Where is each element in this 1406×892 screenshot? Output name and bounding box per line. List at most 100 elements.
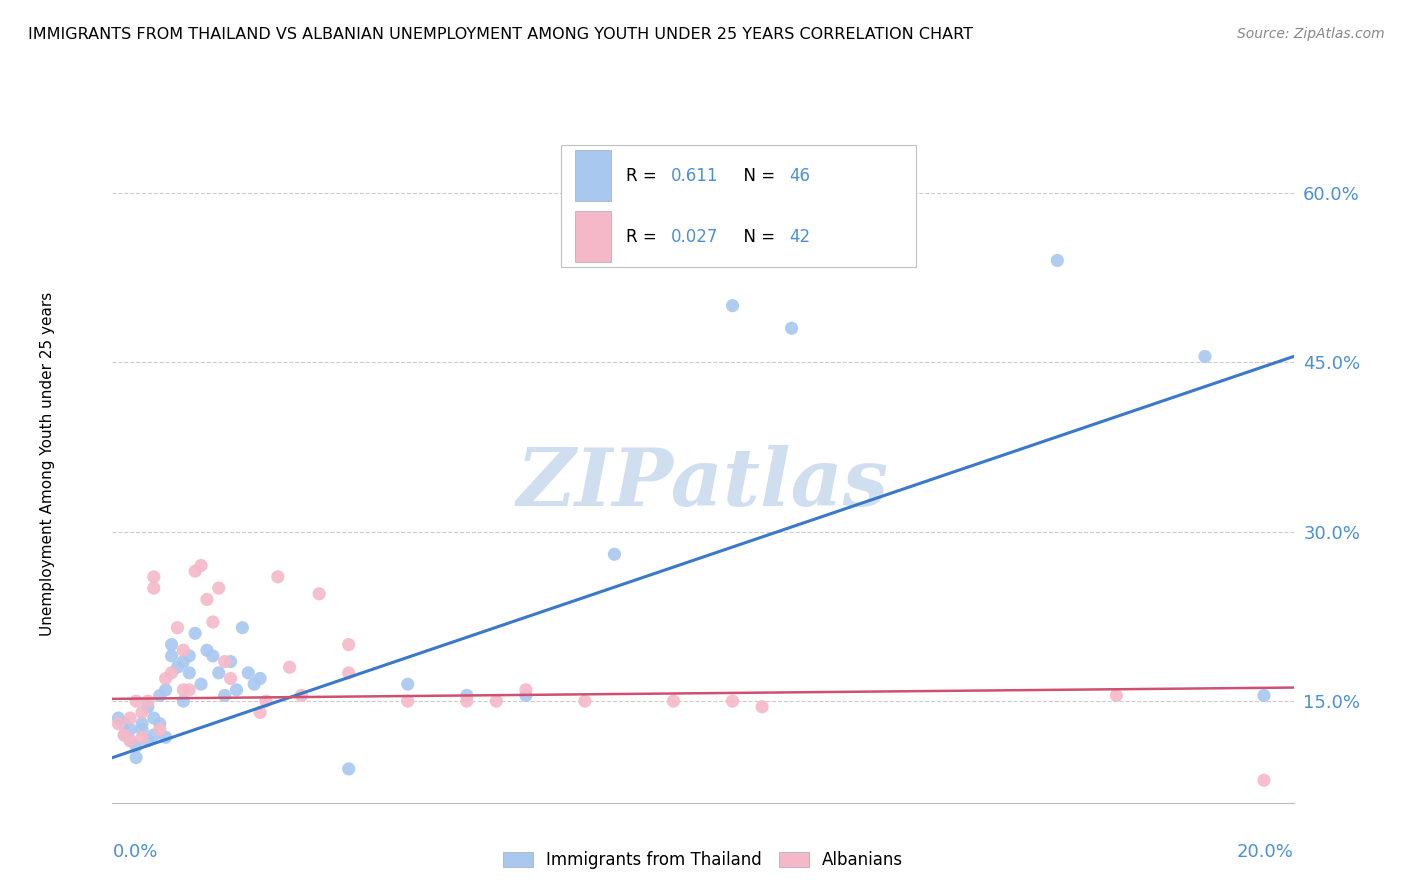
Text: R =: R =	[626, 167, 662, 185]
Point	[149, 689, 172, 703]
Point	[337, 762, 360, 776]
Point	[208, 581, 231, 595]
Point	[214, 655, 236, 669]
Point	[155, 672, 177, 686]
Point	[249, 672, 271, 686]
Point	[254, 694, 277, 708]
Point	[1253, 689, 1275, 703]
Point	[125, 750, 148, 764]
Point	[201, 648, 224, 663]
Point	[112, 716, 135, 731]
Point	[142, 711, 165, 725]
Point	[574, 694, 596, 708]
Point	[112, 728, 135, 742]
Point	[131, 706, 153, 720]
Point	[225, 682, 247, 697]
Point	[278, 660, 301, 674]
Point	[155, 682, 177, 697]
Text: 42: 42	[789, 227, 810, 245]
Point	[179, 682, 201, 697]
Point	[267, 570, 290, 584]
Point	[219, 672, 242, 686]
Point	[1105, 689, 1128, 703]
Point	[662, 694, 685, 708]
Point	[201, 615, 224, 629]
Point	[195, 643, 218, 657]
Text: 20.0%: 20.0%	[1237, 844, 1294, 862]
Point	[142, 728, 165, 742]
Point	[190, 677, 212, 691]
Point	[219, 655, 242, 669]
Point	[184, 564, 207, 578]
Point	[125, 694, 148, 708]
Point	[155, 731, 177, 745]
Point	[337, 665, 360, 680]
FancyBboxPatch shape	[561, 145, 915, 268]
Point	[456, 689, 478, 703]
FancyBboxPatch shape	[575, 211, 610, 262]
Point	[120, 733, 142, 747]
Point	[149, 723, 172, 737]
Point	[456, 694, 478, 708]
Point	[396, 694, 419, 708]
Point	[290, 689, 312, 703]
Legend: Immigrants from Thailand, Albanians: Immigrants from Thailand, Albanians	[496, 845, 910, 876]
Point	[1046, 253, 1069, 268]
Point	[172, 682, 194, 697]
Text: IMMIGRANTS FROM THAILAND VS ALBANIAN UNEMPLOYMENT AMONG YOUTH UNDER 25 YEARS COR: IMMIGRANTS FROM THAILAND VS ALBANIAN UNE…	[28, 27, 973, 42]
Point	[515, 682, 537, 697]
Point	[142, 570, 165, 584]
Point	[337, 638, 360, 652]
Point	[238, 665, 260, 680]
Point	[751, 699, 773, 714]
Point	[131, 731, 153, 745]
Point	[136, 699, 159, 714]
Point	[1253, 773, 1275, 788]
Point	[721, 694, 744, 708]
Point	[149, 716, 172, 731]
Point	[136, 733, 159, 747]
Point	[107, 711, 129, 725]
Point	[172, 643, 194, 657]
Text: ZIPatlas: ZIPatlas	[517, 445, 889, 523]
Text: R =: R =	[626, 227, 662, 245]
Point	[112, 728, 135, 742]
Point	[131, 723, 153, 737]
Point	[107, 716, 129, 731]
FancyBboxPatch shape	[575, 150, 610, 202]
Point	[721, 299, 744, 313]
Point	[172, 655, 194, 669]
Point	[184, 626, 207, 640]
Point	[136, 694, 159, 708]
Point	[190, 558, 212, 573]
Point	[125, 739, 148, 754]
Point	[166, 621, 188, 635]
Point	[231, 621, 253, 635]
Text: 0.027: 0.027	[671, 227, 718, 245]
Text: 46: 46	[789, 167, 810, 185]
Point	[485, 694, 508, 708]
Point	[160, 638, 183, 652]
Point	[208, 665, 231, 680]
Text: 0.0%: 0.0%	[112, 844, 157, 862]
Point	[142, 581, 165, 595]
Point	[214, 689, 236, 703]
Text: 0.611: 0.611	[671, 167, 718, 185]
Point	[120, 723, 142, 737]
Point	[1194, 350, 1216, 364]
Text: N =: N =	[733, 227, 780, 245]
Point	[172, 694, 194, 708]
Point	[179, 665, 201, 680]
Point	[603, 547, 626, 561]
Point	[249, 706, 271, 720]
Point	[780, 321, 803, 335]
Point	[308, 587, 330, 601]
Point	[166, 660, 188, 674]
Text: N =: N =	[733, 167, 780, 185]
Point	[120, 711, 142, 725]
Point	[160, 665, 183, 680]
Text: Unemployment Among Youth under 25 years: Unemployment Among Youth under 25 years	[39, 292, 55, 636]
Point	[120, 733, 142, 747]
Point	[243, 677, 266, 691]
Point	[179, 648, 201, 663]
